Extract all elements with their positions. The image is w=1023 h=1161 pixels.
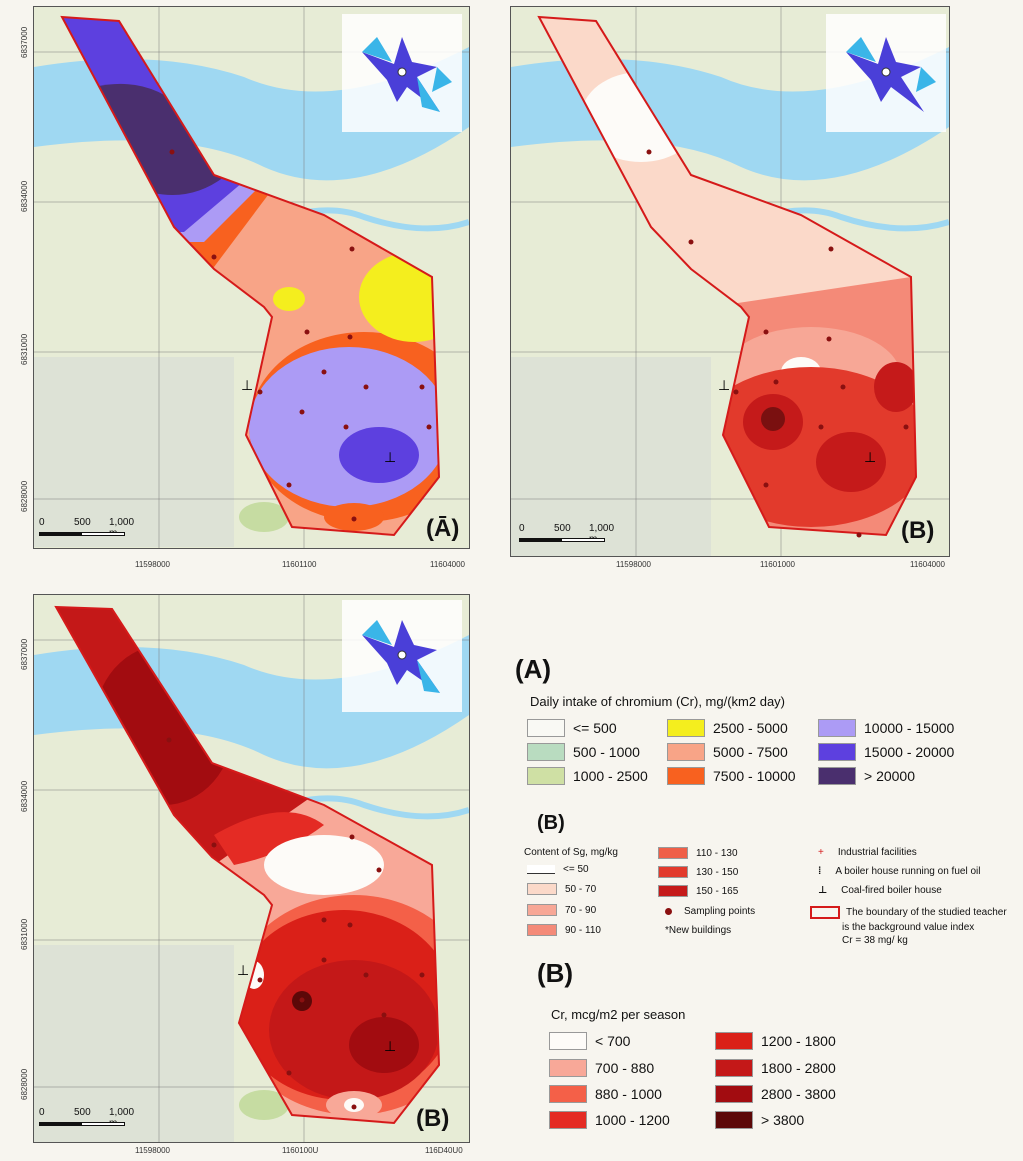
fuel-oil-boiler-icon: ⁞ xyxy=(818,866,822,877)
legend-fuel-oil: ⁞ A boiler house running on fuel oil xyxy=(818,866,981,877)
legend-a-item: 1000 - 2500 xyxy=(527,767,648,785)
legend-b-item: <= 50 xyxy=(527,864,589,875)
y-tick: 6837000 xyxy=(20,638,29,670)
x-tick: 11598000 xyxy=(135,560,170,569)
x-tick: 116D40U0 xyxy=(425,1146,463,1155)
legend-a-item: 10000 - 15000 xyxy=(818,719,954,737)
map-b-canvas: ⊥ ⊥ xyxy=(511,7,949,556)
map-panel-b[interactable]: ⊥ ⊥ 0 500 1,000 m (B) xyxy=(510,6,950,557)
y-tick: 6834000 xyxy=(20,780,29,812)
map-c-canvas: ⊥ ⊥ xyxy=(34,595,469,1142)
coal-boiler-icon: ⊥ xyxy=(384,1039,396,1055)
legend-c-item: 1200 - 1800 xyxy=(715,1032,836,1050)
legend-a-item: 7500 - 10000 xyxy=(667,767,796,785)
scale-500: 500 xyxy=(74,517,91,528)
legend-cr: Cr = 38 mg/ kg xyxy=(842,935,908,946)
scale-500: 500 xyxy=(74,1107,91,1118)
y-tick: 6837000 xyxy=(20,26,29,58)
x-tick: 11601000 xyxy=(760,560,795,569)
industrial-icon: + xyxy=(818,847,824,858)
y-tick: 6828000 xyxy=(20,480,29,512)
x-tick: 1160100U xyxy=(282,1146,319,1155)
y-tick: 6834000 xyxy=(20,180,29,212)
legend-b-item: 90 - 110 xyxy=(527,924,601,936)
legend-c-item: > 3800 xyxy=(715,1111,804,1129)
panel-label-a: (Ā) xyxy=(426,515,460,542)
x-tick: 11598000 xyxy=(135,1146,170,1155)
scale-0: 0 xyxy=(39,1107,45,1118)
legend-b-heading: (B) xyxy=(537,812,565,834)
legend-a-item: > 20000 xyxy=(818,767,915,785)
park xyxy=(239,502,289,532)
coal-boiler-icon: ⊥ xyxy=(384,450,396,466)
x-tick: 11601100 xyxy=(282,560,317,569)
panel-label-b: (B) xyxy=(901,517,935,544)
park xyxy=(239,1090,289,1120)
legend-a-item: 500 - 1000 xyxy=(527,743,640,761)
study-boundary xyxy=(537,15,918,537)
scale-0: 0 xyxy=(519,523,525,534)
x-tick: 11604000 xyxy=(430,560,465,569)
legend-c-item: 880 - 1000 xyxy=(549,1085,662,1103)
legend-a-heading: (A) xyxy=(515,654,552,684)
sampling-point-icon xyxy=(665,908,672,915)
legend-c-title: Cr, mcg/m2 per season xyxy=(551,1007,686,1022)
sampling-points[interactable] xyxy=(169,149,432,522)
coal-boiler-icon: ⊥ xyxy=(237,963,249,979)
urban-area xyxy=(34,357,234,547)
study-boundary xyxy=(54,605,441,1125)
scale-500: 500 xyxy=(554,523,571,534)
coal-boiler-icon: ⊥ xyxy=(864,450,876,466)
urban-area xyxy=(34,945,234,1142)
legend-c-item: 1800 - 2800 xyxy=(715,1059,836,1077)
legend-coal: ⊥ Coal-fired boiler house xyxy=(818,885,942,896)
legend-b-title: Content of Sg, mg/kg xyxy=(524,847,618,858)
legend-boundary: The boundary of the studied teacher xyxy=(810,906,1007,919)
y-tick: 6831000 xyxy=(20,333,29,365)
legend-sampling-points: Sampling points xyxy=(665,906,755,917)
legend-b-item: 150 - 165 xyxy=(658,885,738,897)
wind-rose-icon xyxy=(826,14,946,132)
y-tick: 6828000 xyxy=(20,1068,29,1100)
y-tick: 6831000 xyxy=(20,918,29,950)
sampling-points[interactable] xyxy=(166,737,425,1110)
legend-a-item: 2500 - 5000 xyxy=(667,719,788,737)
coal-boiler-icon: ⊥ xyxy=(718,378,730,394)
map-panel-a[interactable]: ⊥ ⊥ 0 500 1,000 m (Ā) xyxy=(33,6,470,549)
panel-label-c: (B) xyxy=(416,1105,450,1132)
legend-new-buildings: *New buildings xyxy=(665,925,732,936)
wind-rose-icon xyxy=(342,14,462,132)
coal-boiler-icon: ⊥ xyxy=(241,378,253,394)
legend-b-item: 130 - 150 xyxy=(658,866,738,878)
legend-c-heading: (B) xyxy=(537,958,574,988)
legend-c-item: 1000 - 1200 xyxy=(549,1111,670,1129)
coal-boiler-icon: ⊥ xyxy=(818,885,828,896)
legend-c-item: < 700 xyxy=(549,1032,630,1050)
legend-a-item: <= 500 xyxy=(527,719,617,737)
sampling-points[interactable] xyxy=(646,149,909,538)
legend-industrial: + Industrial facilities xyxy=(818,847,917,858)
legend-b-item: 50 - 70 xyxy=(527,883,596,895)
legend-b-item: 110 - 130 xyxy=(658,847,738,859)
scale-0: 0 xyxy=(39,517,45,528)
legend-background: is the background value index xyxy=(842,922,975,933)
legend-b-item: 70 - 90 xyxy=(527,904,596,916)
x-tick: 11604000 xyxy=(910,560,945,569)
study-boundary xyxy=(60,15,441,537)
wind-rose-icon xyxy=(342,600,462,712)
map-panel-c[interactable]: ⊥ ⊥ 0 500 1,000 m (B) xyxy=(33,594,470,1143)
legend-c-item: 2800 - 3800 xyxy=(715,1085,836,1103)
boundary-icon xyxy=(810,906,840,919)
legend-a-item: 5000 - 7500 xyxy=(667,743,788,761)
legend-c-item: 700 - 880 xyxy=(549,1059,654,1077)
x-tick: 11598000 xyxy=(616,560,651,569)
legend-a-item: 15000 - 20000 xyxy=(818,743,954,761)
legend-a-title: Daily intake of chromium (Cr), mg/(km2 d… xyxy=(530,694,785,709)
map-a-canvas: ⊥ ⊥ xyxy=(34,7,469,548)
urban-area xyxy=(511,357,711,556)
